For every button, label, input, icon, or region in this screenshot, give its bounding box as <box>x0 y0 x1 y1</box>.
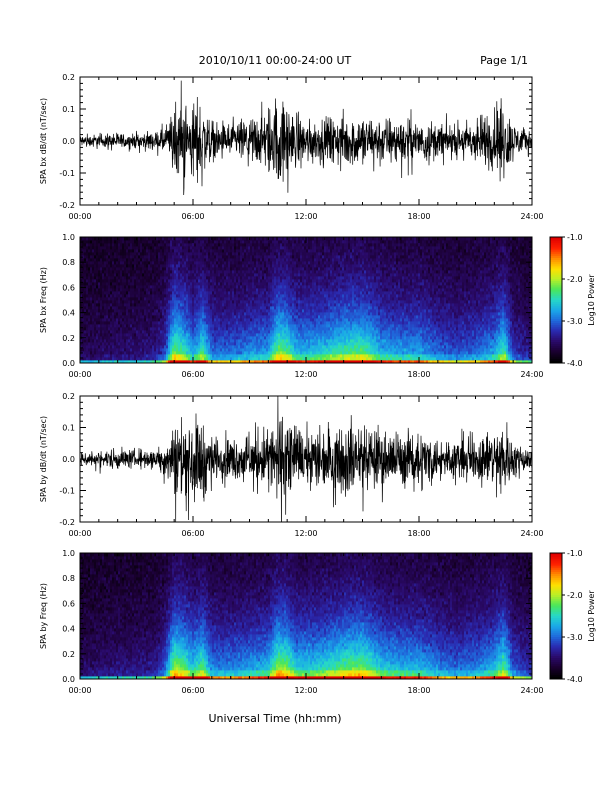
panels: 0.2 0.1 0.0 -0.1 -0.2 00:00 06:00 12:00 18:00 24:… <box>39 73 596 695</box>
x-tick-label: 00:00 <box>68 212 91 221</box>
x-axis-label: Universal Time (hh:mm) <box>209 712 342 725</box>
spectrogram-2 <box>80 237 532 363</box>
waveform-trace-1 <box>80 81 532 195</box>
x-tick-label: 18:00 <box>407 212 430 221</box>
y-tick-label: 0.1 <box>62 105 75 114</box>
y-axis-label: SPA bx dB/dt (nT/sec) <box>39 98 48 184</box>
x-tick-label: 12:00 <box>294 212 317 221</box>
y-tick-label: 0.2 <box>62 73 75 82</box>
x-tick-label: 06:00 <box>181 212 204 221</box>
x-tick-label: 24:00 <box>520 212 543 221</box>
figure-title: 2010/10/11 00:00-24:00 UT <box>199 54 352 67</box>
page-indicator: Page 1/1 <box>480 54 528 67</box>
y-tick-label: -0.1 <box>59 169 75 178</box>
y-tick-label: -0.2 <box>59 201 75 210</box>
y-tick-label: 0.0 <box>62 137 75 146</box>
